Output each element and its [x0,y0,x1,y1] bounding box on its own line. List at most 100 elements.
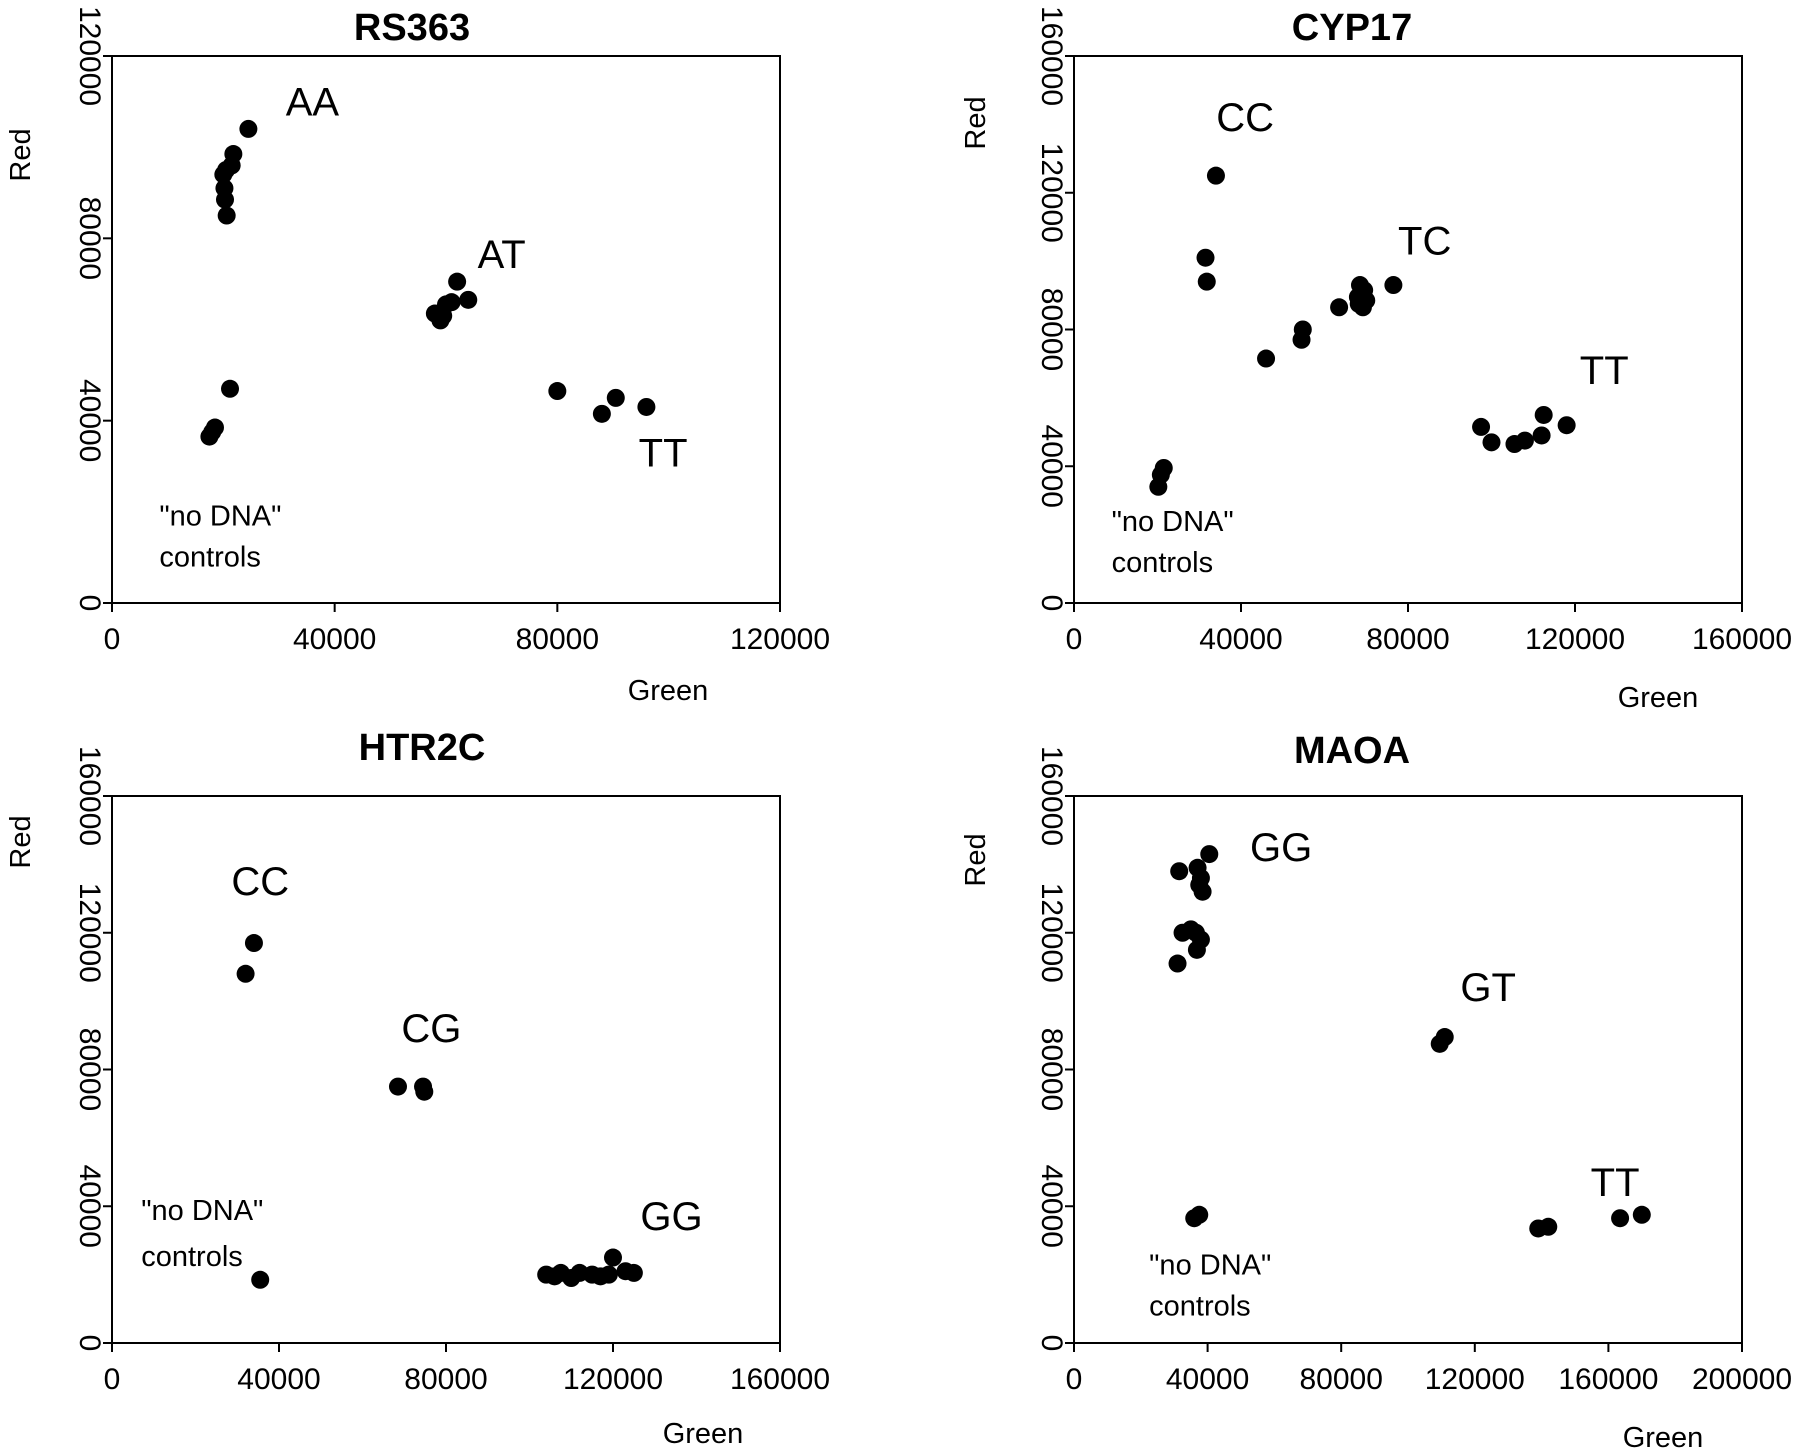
y-tick-label: 80000 [73,197,106,280]
x-tick-label: 80000 [1366,623,1449,656]
x-tick-label: 120000 [1525,623,1625,656]
data-point [1168,954,1187,973]
x-tick-label: 120000 [1425,1363,1525,1396]
panel-title: HTR2C [359,727,486,769]
no-dna-controls-note: controls [1112,547,1214,579]
panel-title: MAOA [1294,730,1410,772]
no-dna-controls-note: controls [141,1241,243,1273]
no-dna-controls-note: "no DNA" [1149,1250,1271,1282]
data-point [604,1248,622,1267]
panel-title: CYP17 [1292,7,1412,49]
x-axis-label: Green [628,675,709,707]
x-tick-label: 200000 [1692,1363,1792,1396]
data-point [1353,298,1372,317]
y-tick-label: 120000 [73,6,106,106]
data-point [448,272,467,291]
genotype-cluster-label: TT [1580,349,1629,393]
genotype-cluster-label: GG [1250,826,1312,870]
data-point [1187,940,1206,959]
genotype-cluster-label: TT [639,431,688,475]
x-tick-label: 120000 [730,623,830,656]
genotype-cluster-label: TT [1591,1161,1640,1205]
data-point [216,190,235,209]
y-tick-label: 40000 [73,1165,106,1248]
data-point [1190,1205,1209,1224]
data-point [214,165,233,184]
genotype-cluster-label: CC [1216,96,1274,140]
x-tick-label: 160000 [1558,1363,1658,1396]
data-point [244,934,263,953]
x-tick-label: 80000 [404,1363,487,1396]
no-dna-controls-note: "no DNA" [1112,506,1234,538]
data-point [1384,276,1403,295]
y-tick-label: 160000 [1035,6,1068,106]
panel-htr2c: HTR2C Green Red 0 40000 80000 120000 160000 0… [5,727,830,1450]
data-point [548,382,567,401]
data-point [637,397,656,416]
no-dna-controls-note: controls [159,542,261,574]
y-axis-label: Red [5,815,37,868]
x-tick-label: 160000 [1692,623,1792,656]
data-point [200,427,219,446]
no-dna-controls-note: "no DNA" [141,1195,263,1227]
genotype-cluster-label: AT [478,233,526,277]
y-tick-label: 80000 [73,1028,106,1111]
genotype-cluster-label: CC [231,860,289,904]
genotype-cluster-label: CG [401,1007,461,1051]
data-point [624,1263,643,1282]
x-tick-label: 80000 [516,623,599,656]
x-tick-label: 40000 [1199,623,1282,656]
data-point [1197,272,1216,291]
data-point [1534,405,1553,424]
genotype-cluster-label: AA [286,80,340,124]
y-tick-label: 160000 [1035,746,1068,846]
panel-rs363: RS363 Green Red 0 40000 80000 120000 0 40000 8… [5,6,830,707]
data-point [1149,477,1168,496]
panel-maoa: MAOA Green Red 0 40000 80000 120000 160000 20… [960,730,1792,1451]
genotype-cluster-label: GT [1460,966,1516,1010]
data-point [1193,882,1212,901]
data-point [1257,349,1276,368]
y-tick-label: 80000 [1035,288,1068,371]
data-point [1293,320,1312,339]
y-axis-label: Red [960,833,992,886]
x-tick-label: 80000 [1299,1363,1382,1396]
data-point [251,1270,270,1289]
data-point [1472,417,1491,436]
data-point [1200,845,1219,864]
no-dna-controls-note: controls [1149,1291,1251,1323]
data-point [1557,416,1576,435]
plot-frame [111,55,781,604]
y-tick-label: 0 [1035,1335,1068,1352]
data-point [239,119,258,138]
y-tick-label: 120000 [73,883,106,983]
x-tick-label: 40000 [293,623,376,656]
x-tick-label: 0 [1066,623,1083,656]
x-tick-label: 160000 [730,1363,830,1396]
data-point [1330,298,1349,317]
data-point [592,404,611,423]
data-point [388,1077,407,1096]
data-point [1532,426,1551,445]
y-tick-label: 80000 [1035,1028,1068,1111]
y-tick-label: 0 [73,1335,106,1352]
x-tick-label: 40000 [1166,1363,1249,1396]
data-point [217,206,236,225]
x-tick-label: 0 [104,623,121,656]
x-axis-label: Green [1623,1422,1704,1451]
data-point [606,388,625,407]
x-tick-label: 40000 [237,1363,320,1396]
data-point [1611,1209,1630,1228]
y-axis-label: Red [5,128,37,181]
data-point [415,1082,434,1101]
x-axis-label: Green [663,1418,744,1450]
data-point [459,290,478,309]
genotype-cluster-label: TC [1398,219,1451,263]
data-point [1632,1205,1651,1224]
y-tick-label: 160000 [73,746,106,846]
y-tick-label: 120000 [1035,883,1068,983]
panel-title: RS363 [354,7,470,49]
data-point [1206,166,1225,185]
data-point [1515,431,1534,450]
